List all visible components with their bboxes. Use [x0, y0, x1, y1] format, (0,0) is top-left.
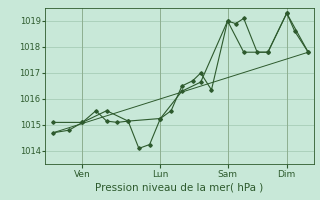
X-axis label: Pression niveau de la mer( hPa ): Pression niveau de la mer( hPa ) [95, 183, 263, 193]
